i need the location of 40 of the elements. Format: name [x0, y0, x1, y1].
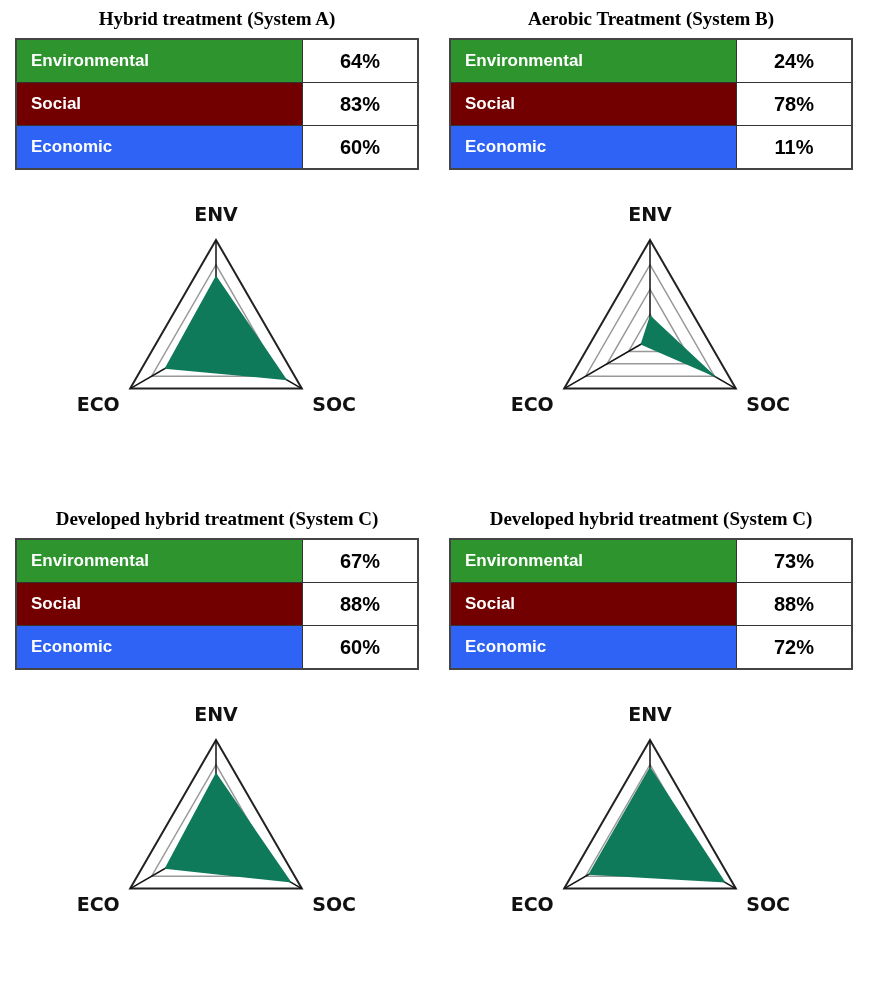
spoke-label: SOC — [312, 392, 356, 415]
chart-title: Hybrid treatment (System A) — [97, 8, 337, 31]
spoke-label: ENV — [628, 703, 673, 726]
text: 60% — [339, 135, 381, 158]
text: 83% — [339, 92, 381, 115]
spoke-label: ENV — [194, 703, 239, 726]
text: Social — [450, 582, 737, 626]
text: Environmental — [16, 539, 303, 583]
text: Economic — [16, 625, 303, 669]
spoke-label: SOC — [312, 892, 356, 915]
spoke-label: ECO — [510, 892, 554, 915]
spoke-label: ECO — [510, 392, 554, 415]
spoke-label: SOC — [746, 892, 790, 915]
text: 78% — [773, 92, 815, 115]
text: 67% — [339, 549, 381, 572]
text: 88% — [773, 592, 815, 615]
text: Environmental — [450, 539, 737, 583]
text: 64% — [339, 49, 381, 72]
text: Economic — [450, 125, 737, 169]
text: Social — [450, 82, 737, 126]
spoke-label: ENV — [628, 203, 673, 226]
text: 88% — [339, 592, 381, 615]
chart-title: Developed hybrid treatment (System C) — [488, 508, 814, 531]
text: Social — [16, 582, 303, 626]
text: 11% — [774, 135, 814, 158]
chart-title: Developed hybrid treatment (System C) — [54, 508, 380, 531]
spoke-label: ECO — [76, 392, 120, 415]
chart-title: Aerobic Treatment (System B) — [526, 8, 776, 31]
text: Environmental — [16, 39, 303, 83]
text: Environmental — [450, 39, 737, 83]
text: 24% — [773, 49, 815, 72]
text: 73% — [773, 549, 815, 572]
text: Social — [16, 82, 303, 126]
text: 60% — [339, 635, 381, 658]
text: 72% — [773, 635, 815, 658]
spoke-label: SOC — [746, 392, 790, 415]
spoke-label: ECO — [76, 892, 120, 915]
text: Economic — [450, 625, 737, 669]
spoke-label: ENV — [194, 203, 239, 226]
text: Economic — [16, 125, 303, 169]
